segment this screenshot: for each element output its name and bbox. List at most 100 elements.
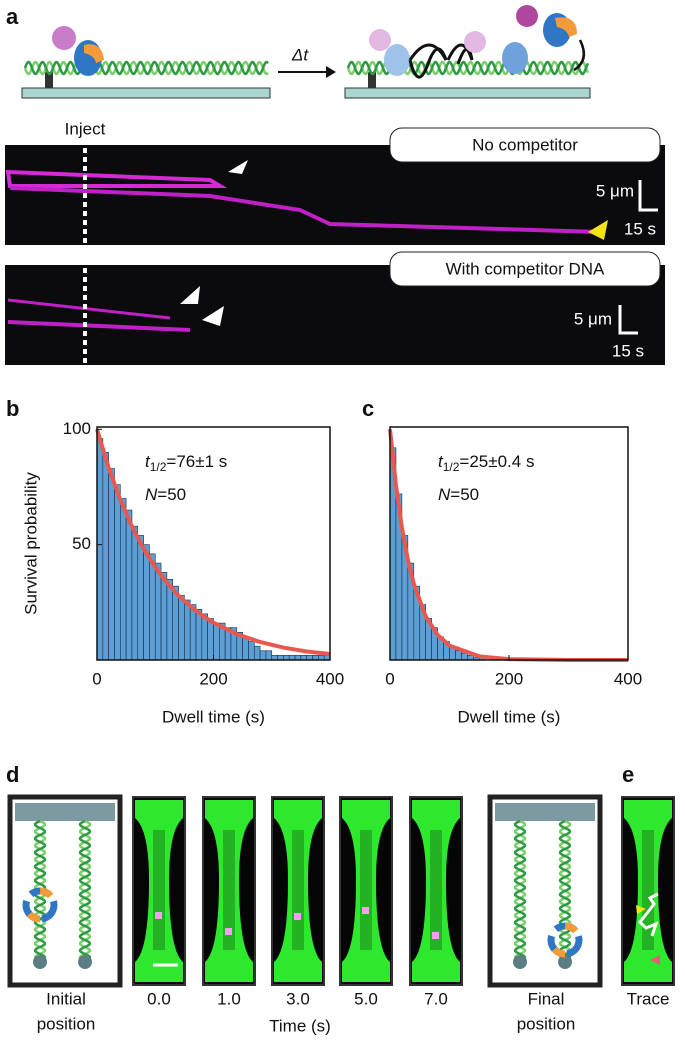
protein-spot [294,913,301,920]
x-axis-title: Dwell time (s) [458,707,561,726]
bar [143,544,150,661]
panel-label: d [6,762,19,787]
bar [178,595,185,661]
start-marker [636,905,646,914]
dna-strand [558,819,572,962]
protein [502,42,528,74]
bar [102,452,109,661]
arrow [573,39,586,72]
protein-spot [155,912,162,919]
dna-core [642,830,654,950]
bar [265,650,273,661]
bar [184,599,191,661]
bar [131,525,139,661]
annotation-text: =50 [157,485,186,504]
trace [7,298,171,320]
protein-spot [225,928,232,935]
x-tick-label: 400 [614,669,642,688]
bar [166,578,174,661]
protein-spot [362,907,369,914]
bar [154,562,162,661]
panel-label: a [6,4,19,29]
caption: position [517,1014,576,1033]
bar [461,652,468,661]
scale-bar [618,305,638,335]
scale-label: 15 s [612,341,644,360]
dna-core [223,830,235,950]
bar [114,484,121,661]
trace [7,320,191,332]
end-marker [650,955,660,965]
panel-label: e [622,762,634,787]
bar [149,553,156,661]
annotation-symbol: N [438,485,451,504]
annotation-symbol: N [145,485,158,504]
time-label: 1.0 [217,989,241,1008]
annotation-symbol: t [145,452,151,471]
time-label: 5.0 [354,989,378,1008]
caption: Trace [627,989,670,1008]
y-tick-label: 100 [63,419,91,438]
arrowhead [326,66,336,78]
time-label: 0.0 [147,989,171,1008]
dna-strand [513,819,527,962]
bead [33,955,47,969]
fit-curve [95,428,331,656]
trace [637,892,659,937]
annotation: N=50 [438,485,479,504]
protein [555,17,577,37]
dna-core [430,830,442,950]
arrowhead [228,160,248,174]
annotation: t1/2=76±1 s [145,452,227,474]
y-tick-label: 50 [72,534,91,553]
schematic-box [487,794,603,988]
dna-core [153,830,165,950]
scale-label: 5 μm [596,181,634,200]
protein [547,922,583,958]
annotation-subscript: 1/2 [443,460,460,474]
annotation: N=50 [145,485,186,504]
protein [52,26,76,50]
condition: No competitor [472,135,578,154]
protein [384,44,410,76]
protein-spot [432,932,439,939]
bar [248,641,255,661]
bar [201,613,208,661]
annotation-subscript: 1/2 [150,460,167,474]
bead-surface [495,803,595,821]
bead [558,955,572,969]
bar [125,509,133,661]
inject-label: Inject [65,119,106,138]
protein [22,887,58,923]
arrowhead [202,306,224,326]
caption: Initial [46,989,86,1008]
dna-core [292,830,304,950]
delta-t: Δt [291,45,309,64]
label-box [389,127,661,163]
anchor [45,72,53,88]
axis-title: Time (s) [269,1016,331,1035]
arrowhead [588,220,608,240]
diffusion-arrow [408,43,448,79]
protein [464,31,486,53]
dna [23,60,590,76]
bar [160,572,168,661]
annotation-text: =50 [450,485,479,504]
time-label: 7.0 [424,989,448,1008]
trace [5,169,228,188]
surface [21,87,271,99]
schematic-box [7,794,123,988]
x-tick-label: 200 [495,669,523,688]
time-label: 3.0 [286,989,310,1008]
surface [344,87,591,99]
bar [242,636,249,661]
condition: With competitor DNA [446,259,605,278]
dna-strand [346,60,590,76]
caption: position [37,1014,96,1033]
annotation: t1/2=25±0.4 s [438,452,534,474]
anchor [368,72,376,88]
diffusion-arrow [446,43,474,65]
arrowhead [180,286,200,304]
